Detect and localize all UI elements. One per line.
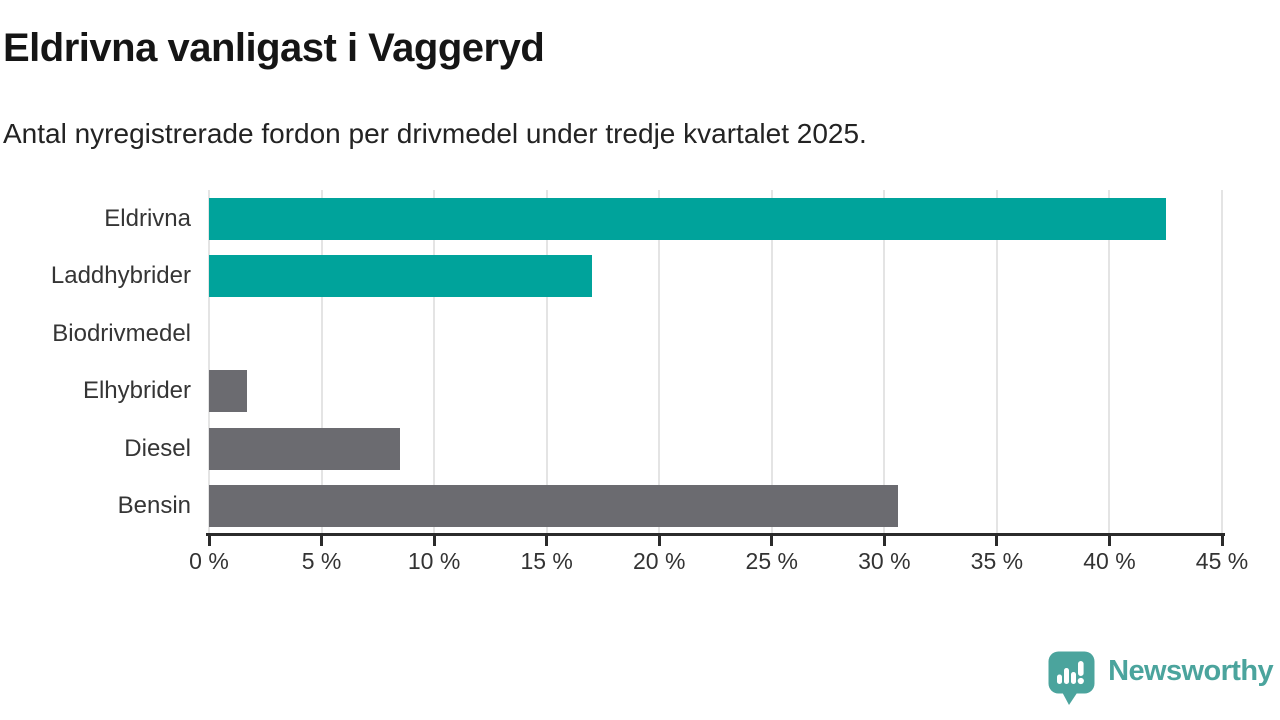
x-axis-tick-label: 0 % bbox=[189, 548, 229, 574]
bar-row bbox=[209, 305, 1222, 363]
x-axis-tick-label: 10 % bbox=[407, 548, 461, 574]
gridline bbox=[208, 190, 210, 535]
category-label: Biodrivmedel bbox=[52, 319, 191, 347]
bar-diesel bbox=[209, 427, 401, 470]
bar-laddhybrider bbox=[209, 255, 592, 298]
x-axis-tick bbox=[657, 536, 661, 546]
chart-title: Eldrivna vanligast i Vaggeryd bbox=[3, 26, 545, 70]
bar-bensin bbox=[209, 485, 898, 528]
newsworthy-logo-text: Newsworthy bbox=[1108, 655, 1273, 687]
x-axis-tick bbox=[320, 536, 324, 546]
x-axis-tick-label: 30 % bbox=[858, 548, 911, 574]
x-axis-tick bbox=[432, 536, 436, 546]
chart-subtitle: Antal nyregistrerade fordon per drivmede… bbox=[3, 118, 867, 149]
bar-eldrivna bbox=[209, 197, 1166, 240]
gridline bbox=[995, 190, 998, 535]
bar-row bbox=[209, 363, 1222, 421]
category-label: Elhybrider bbox=[82, 377, 191, 405]
gridline bbox=[320, 190, 323, 535]
branding: Newsworthy bbox=[1047, 650, 1274, 707]
x-axis-line bbox=[206, 533, 1225, 536]
bar-row bbox=[209, 478, 1222, 536]
x-axis-tick bbox=[882, 536, 886, 546]
category-label: Eldrivna bbox=[104, 204, 191, 232]
x-axis-tick-label: 15 % bbox=[520, 548, 573, 574]
x-axis-tick bbox=[207, 536, 211, 546]
x-axis-tick-label: 5 % bbox=[301, 548, 342, 574]
plot-area bbox=[208, 190, 1223, 535]
x-axis-tick bbox=[770, 536, 774, 546]
category-axis-labels: Eldrivna Laddhybrider Biodrivmedel Elhybrid… bbox=[0, 190, 191, 535]
gridline bbox=[1108, 190, 1111, 535]
category-label: Laddhybrider bbox=[50, 262, 191, 290]
x-axis-tick bbox=[545, 536, 549, 546]
newsworthy-logo-icon bbox=[1048, 651, 1095, 705]
category-label: Bensin bbox=[117, 492, 191, 520]
x-axis-tick-label: 45 % bbox=[1195, 548, 1249, 574]
gridline bbox=[770, 190, 773, 535]
gridline bbox=[658, 190, 661, 535]
x-axis-tick bbox=[1107, 536, 1111, 546]
x-axis-tick bbox=[995, 536, 999, 546]
gridline bbox=[1221, 190, 1223, 535]
bar-row bbox=[209, 190, 1222, 248]
bar-row bbox=[209, 420, 1222, 478]
bar-elhybrider bbox=[209, 370, 248, 413]
category-label: Diesel bbox=[124, 434, 191, 462]
gridline bbox=[545, 190, 548, 535]
gridline bbox=[433, 190, 436, 535]
x-axis-tick-label: 35 % bbox=[970, 548, 1024, 574]
bar-row bbox=[209, 248, 1222, 306]
gridline bbox=[883, 190, 886, 535]
x-axis-tick-label: 40 % bbox=[1083, 548, 1136, 574]
x-axis-tick-label: 20 % bbox=[633, 548, 686, 574]
x-axis-tick-label: 25 % bbox=[745, 548, 798, 574]
x-axis-tick bbox=[1220, 536, 1224, 546]
bar-rows bbox=[209, 190, 1222, 535]
